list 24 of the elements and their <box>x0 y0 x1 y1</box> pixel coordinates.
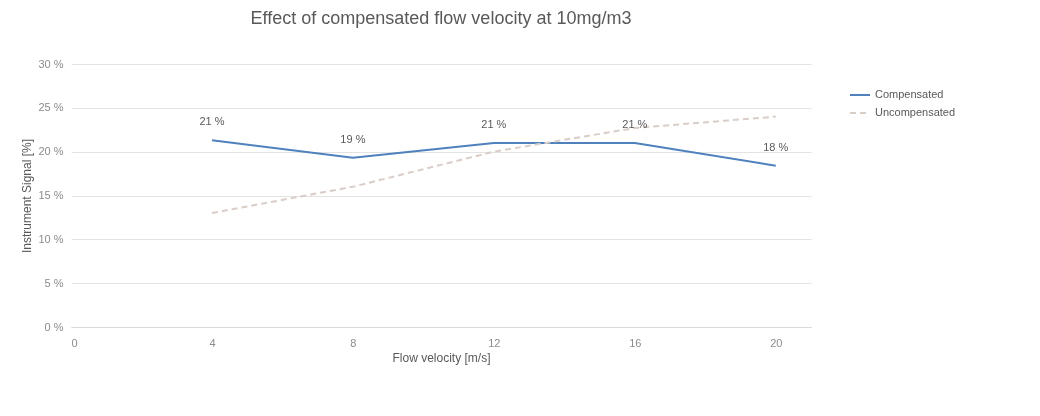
y-tick-label: 5 % <box>44 276 64 289</box>
data-label: 21 % <box>622 117 648 130</box>
x-tick-label: 20 <box>770 336 783 349</box>
y-tick-label: 20 % <box>38 145 64 158</box>
y-tick-label: 30 % <box>38 57 64 70</box>
y-tick-label: 10 % <box>38 232 64 245</box>
x-axis-title: Flow velocity [m/s] <box>392 350 491 365</box>
data-label: 21 % <box>481 117 507 130</box>
legend-label: Uncompensated <box>875 106 956 118</box>
y-axis-title: Instrument Signal [%] <box>20 138 35 254</box>
x-tick-label: 8 <box>350 336 357 349</box>
y-tick-label: 0 % <box>44 320 64 333</box>
data-label: 21 % <box>199 115 225 128</box>
legend-label: Compensated <box>875 88 944 100</box>
data-label: 19 % <box>340 132 366 145</box>
x-tick-label: 4 <box>209 336 216 349</box>
y-tick-label: 25 % <box>38 101 64 114</box>
x-tick-label: 12 <box>488 336 501 349</box>
chart-title: Effect of compensated flow velocity at 10mg/m3 <box>250 8 632 28</box>
line-series <box>210 115 777 215</box>
x-tick-label: 16 <box>629 336 642 349</box>
x-tick-label: 0 <box>71 336 78 349</box>
data-label: 18 % <box>763 140 789 153</box>
y-tick-label: 15 % <box>38 189 64 201</box>
